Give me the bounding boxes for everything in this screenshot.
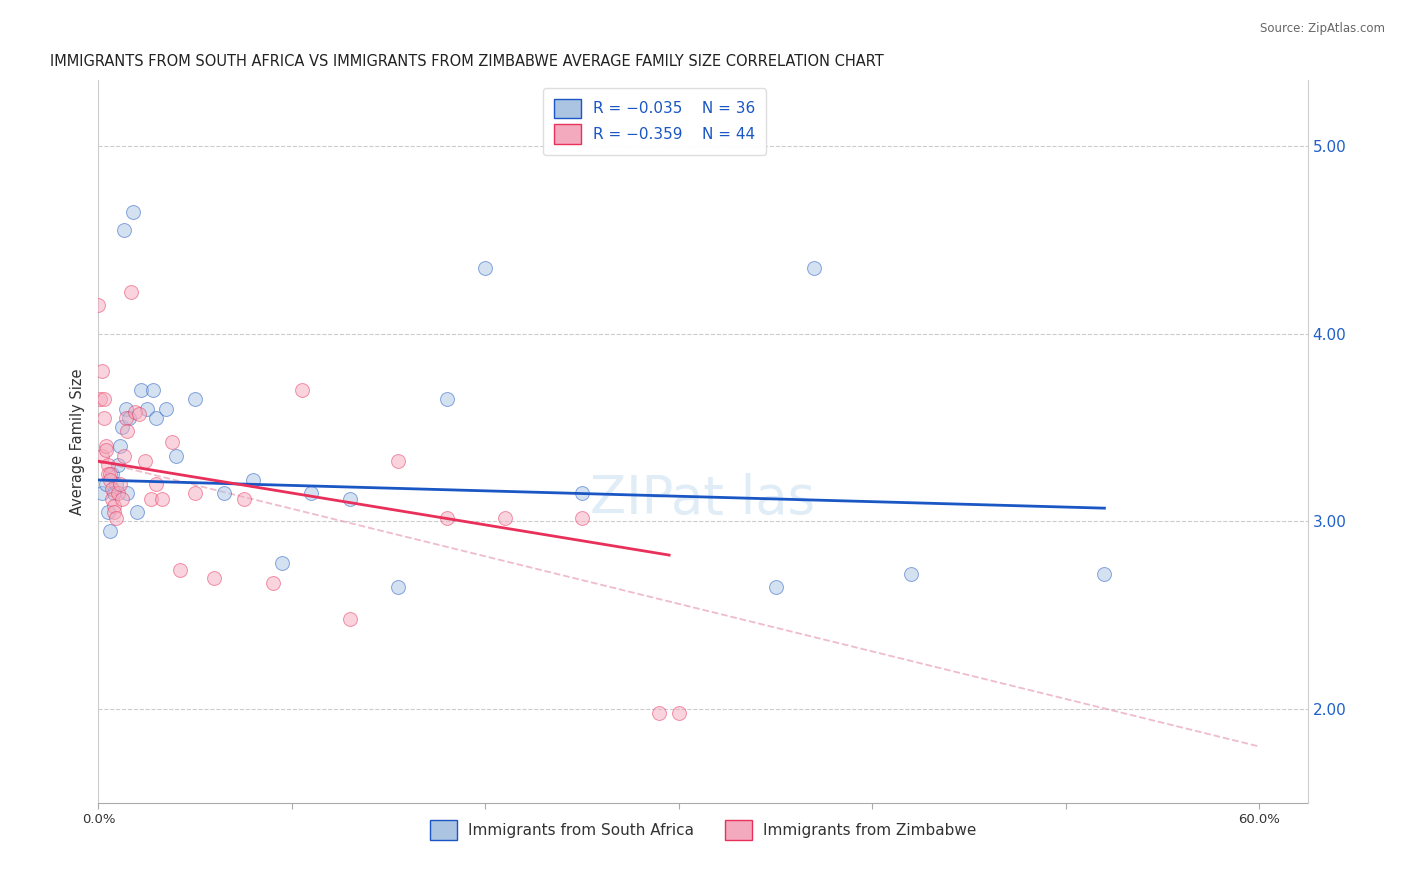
Point <box>120 285 142 300</box>
Point <box>339 612 361 626</box>
Point <box>150 491 173 506</box>
Point <box>93 392 115 407</box>
Point <box>290 383 312 397</box>
Point <box>111 491 134 506</box>
Point <box>101 467 124 482</box>
Point <box>299 486 322 500</box>
Point <box>145 476 167 491</box>
Point <box>108 476 131 491</box>
Point <box>436 510 458 524</box>
Point <box>387 580 409 594</box>
Point <box>112 449 135 463</box>
Y-axis label: Average Family Size: Average Family Size <box>70 368 86 515</box>
Legend: Immigrants from South Africa, Immigrants from Zimbabwe: Immigrants from South Africa, Immigrants… <box>423 814 983 846</box>
Point <box>142 383 165 397</box>
Point <box>104 510 127 524</box>
Point <box>103 486 125 500</box>
Point <box>271 556 294 570</box>
Point <box>494 510 516 524</box>
Point <box>262 576 284 591</box>
Point <box>114 411 136 425</box>
Point <box>91 364 114 378</box>
Point <box>127 505 149 519</box>
Point <box>96 439 118 453</box>
Text: ZIPat las: ZIPat las <box>591 474 815 525</box>
Text: Source: ZipAtlas.com: Source: ZipAtlas.com <box>1260 22 1385 36</box>
Point <box>118 411 141 425</box>
Point <box>184 486 207 500</box>
Point <box>803 260 825 275</box>
Point <box>242 473 264 487</box>
Point <box>339 491 361 506</box>
Point <box>98 473 121 487</box>
Point <box>165 449 187 463</box>
Point <box>571 510 593 524</box>
Point <box>474 260 496 275</box>
Point <box>114 401 136 416</box>
Point <box>571 486 593 500</box>
Point <box>111 420 134 434</box>
Point <box>134 454 156 468</box>
Point <box>98 467 121 482</box>
Point <box>128 407 150 421</box>
Point <box>107 486 129 500</box>
Point <box>160 435 183 450</box>
Point <box>103 500 125 514</box>
Point <box>107 458 129 472</box>
Point <box>108 439 131 453</box>
Point <box>135 401 157 416</box>
Point <box>117 424 139 438</box>
Point <box>96 476 118 491</box>
Point <box>101 491 124 506</box>
Point <box>232 491 254 506</box>
Point <box>117 486 139 500</box>
Point <box>129 383 152 397</box>
Text: IMMIGRANTS FROM SOUTH AFRICA VS IMMIGRANTS FROM ZIMBABWE AVERAGE FAMILY SIZE COR: IMMIGRANTS FROM SOUTH AFRICA VS IMMIGRAN… <box>51 54 884 70</box>
Point <box>139 491 162 506</box>
Point <box>91 449 114 463</box>
Point <box>648 706 671 720</box>
Point <box>87 298 110 312</box>
Point <box>387 454 409 468</box>
Point <box>900 566 922 581</box>
Point <box>96 442 118 457</box>
Point <box>204 571 226 585</box>
Point <box>212 486 235 500</box>
Point <box>98 524 121 538</box>
Point <box>765 580 787 594</box>
Point <box>93 411 115 425</box>
Point <box>436 392 458 407</box>
Point <box>112 223 135 237</box>
Point <box>103 505 125 519</box>
Point <box>184 392 207 407</box>
Point <box>97 505 120 519</box>
Point <box>89 392 111 407</box>
Point <box>1094 566 1116 581</box>
Point <box>104 476 127 491</box>
Point <box>155 401 177 416</box>
Point <box>668 706 690 720</box>
Point <box>101 483 124 497</box>
Point <box>124 405 146 419</box>
Point <box>145 411 167 425</box>
Point <box>122 204 145 219</box>
Point <box>169 563 191 577</box>
Point <box>91 486 114 500</box>
Point <box>97 458 120 472</box>
Point <box>97 467 120 482</box>
